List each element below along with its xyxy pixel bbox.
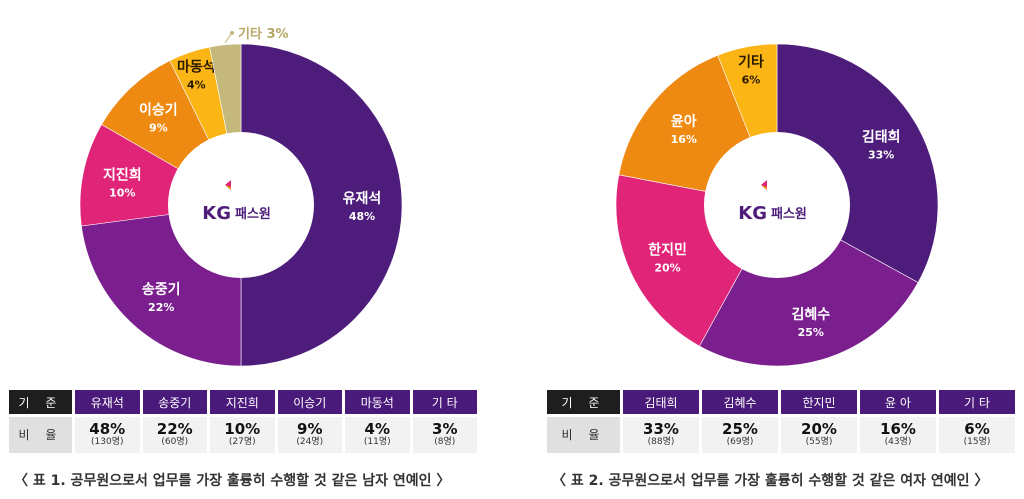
- logo-mark-accent-icon: [225, 185, 231, 190]
- donut-hole: [168, 132, 314, 278]
- slice-name-label: 송중기: [142, 282, 181, 298]
- count-value: (27명): [228, 437, 256, 448]
- count-value: (15명): [963, 437, 991, 448]
- female-ratio-table: 기 준 김태희 김혜수 한지민 윤 아 기 타 비 율 33% (88명) 25%…: [544, 390, 1018, 453]
- table-value-row: 비 율 48% (130명) 22% (60명) 10% (27명) 9% (24명) …: [9, 417, 477, 453]
- table-cell: 9% (24명): [277, 417, 342, 453]
- percent-value: 4%: [364, 420, 390, 439]
- slice-percent-label: 25%: [798, 326, 824, 339]
- column-header: 윤 아: [860, 390, 936, 417]
- column-header: 김태희: [623, 390, 699, 417]
- logo-brand-text: 패스원: [235, 207, 271, 222]
- kg-logo: KG 패스원: [202, 180, 271, 224]
- table-cell: 25% (69명): [702, 417, 778, 453]
- table-caption-female: 〈 표 2. 공무원으로서 업무를 가장 훌륭히 수행할 것 같은 여자 연예인…: [552, 473, 989, 489]
- count-value: (43명): [884, 437, 912, 448]
- pie-chart-1: 유재석 48% 송중기 22% 지진희 10% 이승기 9% 마동석 4% 기타 3% KG 패스원: [79, 26, 403, 367]
- column-header: 김혜수: [702, 390, 778, 417]
- slice-leader-line: [224, 32, 233, 44]
- percent-value: 6%: [964, 420, 990, 439]
- kg-logo: KG 패스원: [738, 180, 807, 224]
- donut-hole: [704, 132, 850, 278]
- slice-name-label: 이승기: [139, 102, 178, 119]
- slice-percent-label: 9%: [149, 122, 168, 135]
- percent-value: 16%: [880, 420, 916, 439]
- slice-name-label: 지진희: [103, 166, 142, 183]
- slice-name-label: 유재석: [343, 191, 382, 207]
- table-cell: 20% (55명): [781, 417, 857, 453]
- percent-value: 48%: [89, 420, 126, 439]
- table-cell: 4% (11명): [345, 417, 410, 453]
- count-value: (130명): [91, 437, 124, 448]
- table-header-row: 기 준 김태희 김혜수 한지민 윤 아 기 타: [547, 390, 1015, 417]
- logo-mark-accent-icon: [761, 185, 767, 190]
- percent-value: 3%: [432, 420, 458, 439]
- logo-brand-text: 패스원: [771, 207, 807, 222]
- column-header: 한지민: [781, 390, 857, 417]
- count-value: (60명): [161, 437, 189, 448]
- percent-value: 33%: [643, 420, 679, 439]
- slice-percent-label: 33%: [868, 148, 894, 161]
- slice-name-label: 김태희: [862, 128, 901, 145]
- column-header: 송중기: [142, 390, 207, 417]
- table-caption-male: 〈 표 1. 공무원으로서 업무를 가장 훌륭히 수행할 것 같은 남자 연예인…: [14, 473, 451, 489]
- slice-percent-label: 6%: [742, 73, 761, 86]
- row-value-label: 비 율: [9, 417, 72, 453]
- slice-label: 기타 3%: [238, 26, 289, 42]
- pie-slice: [240, 43, 403, 367]
- table-cell: 16% (43명): [860, 417, 936, 453]
- slice-percent-label: 16%: [671, 133, 697, 146]
- slice-percent-label: 48%: [349, 210, 375, 223]
- table-cell: 33% (88명): [623, 417, 699, 453]
- slice-name-label: 윤아: [671, 113, 697, 130]
- slice-percent-label: 4%: [187, 78, 206, 91]
- table-cell: 22% (60명): [142, 417, 207, 453]
- pie-chart-2: 김태희 33% 김혜수 25% 한지민 20% 윤아 16% 기타 6% KG 패스원: [615, 43, 939, 367]
- percent-value: 25%: [722, 420, 758, 439]
- slice-percent-label: 10%: [109, 186, 135, 199]
- slice-percent-label: 22%: [148, 301, 174, 314]
- percent-value: 20%: [801, 420, 837, 439]
- column-header: 기 타: [939, 390, 1015, 417]
- percent-value: 9%: [297, 420, 323, 439]
- column-header: 마동석: [345, 390, 410, 417]
- row-header-label: 기 준: [9, 390, 72, 417]
- table-cell: 48% (130명): [75, 417, 140, 453]
- column-header: 지진희: [210, 390, 275, 417]
- table-value-row: 비 율 33% (88명) 25% (69명) 20% (55명) 16% (43명) …: [547, 417, 1015, 453]
- logo-kg-text: KG: [738, 203, 767, 224]
- row-header-label: 기 준: [547, 390, 620, 417]
- count-value: (69명): [726, 437, 754, 448]
- slice-leader-dot: [230, 30, 235, 35]
- slice-name-label: 한지민: [648, 242, 687, 259]
- logo-kg-text: KG: [202, 203, 231, 224]
- male-ratio-table: 기 준 유재석 송중기 지진희 이승기 마동석 기 타 비 율 48% (130명…: [6, 390, 480, 453]
- column-header: 이승기: [277, 390, 342, 417]
- table-header-row: 기 준 유재석 송중기 지진희 이승기 마동석 기 타: [9, 390, 477, 417]
- row-value-label: 비 율: [547, 417, 620, 453]
- count-value: (55명): [805, 437, 833, 448]
- count-value: (88명): [647, 437, 675, 448]
- slice-name-label: 마동석: [177, 59, 216, 75]
- percent-value: 22%: [156, 420, 193, 439]
- count-value: (8명): [434, 437, 456, 448]
- slice-name-label: 기타: [738, 54, 764, 70]
- slice-name-label: 김혜수: [791, 306, 830, 323]
- table-cell: 3% (8명): [412, 417, 477, 453]
- percent-value: 10%: [224, 420, 261, 439]
- table-cell: 10% (27명): [210, 417, 275, 453]
- column-header: 유재석: [75, 390, 140, 417]
- count-value: (11명): [363, 437, 391, 448]
- table-cell: 6% (15명): [939, 417, 1015, 453]
- pie-slice: [699, 204, 919, 367]
- count-value: (24명): [296, 437, 324, 448]
- slice-percent-label: 20%: [654, 262, 680, 275]
- column-header: 기 타: [412, 390, 477, 417]
